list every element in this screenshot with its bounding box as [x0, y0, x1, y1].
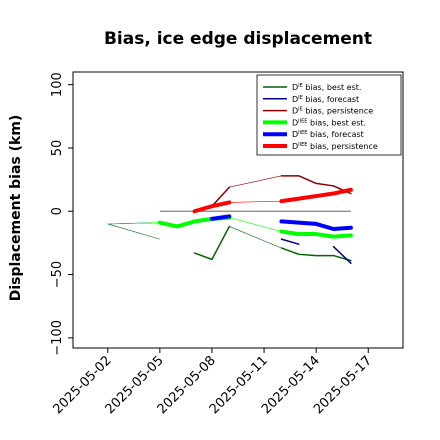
legend-label: DIIEE bias, persistence	[292, 142, 378, 151]
series-line	[332, 245, 352, 264]
series-line	[193, 225, 231, 261]
y-tick-label: 50	[50, 140, 65, 157]
connector-line	[229, 217, 282, 232]
series-line	[211, 186, 231, 207]
connector-line	[107, 222, 160, 225]
legend-box	[256, 74, 402, 156]
series-line	[280, 247, 352, 262]
series-line	[280, 175, 352, 195]
series-line	[279, 187, 353, 204]
y-tick-label: −100	[50, 320, 65, 356]
series-line	[209, 214, 232, 221]
legend-label: DIE bias, best est.	[292, 83, 361, 92]
y-tick-label: 0	[50, 207, 65, 215]
connector-line	[229, 226, 282, 249]
legend-label: DIE bias, forecast	[292, 95, 359, 104]
legend-label: DIIEE bias, best est.	[292, 118, 366, 127]
legend-label: DIIEE bias, forecast	[292, 130, 364, 139]
y-axis-label: Displacement bias (km)	[8, 115, 24, 302]
series-line	[280, 238, 300, 245]
plot-frame	[72, 71, 404, 349]
series-line	[192, 200, 232, 214]
connector-line	[107, 223, 160, 240]
connector-line	[229, 200, 282, 203]
series-line	[279, 219, 353, 231]
y-tick-label: −50	[50, 261, 65, 288]
chart-title: Bias, ice edge displacement	[104, 29, 372, 49]
connector-line	[229, 175, 282, 188]
legend: DIE bias, best est. DIE bias, forecast DIE…	[256, 74, 402, 156]
legend-label: DIE bias, persistence	[292, 107, 373, 116]
y-tick-label: 100	[50, 72, 65, 97]
series-line	[279, 229, 353, 239]
